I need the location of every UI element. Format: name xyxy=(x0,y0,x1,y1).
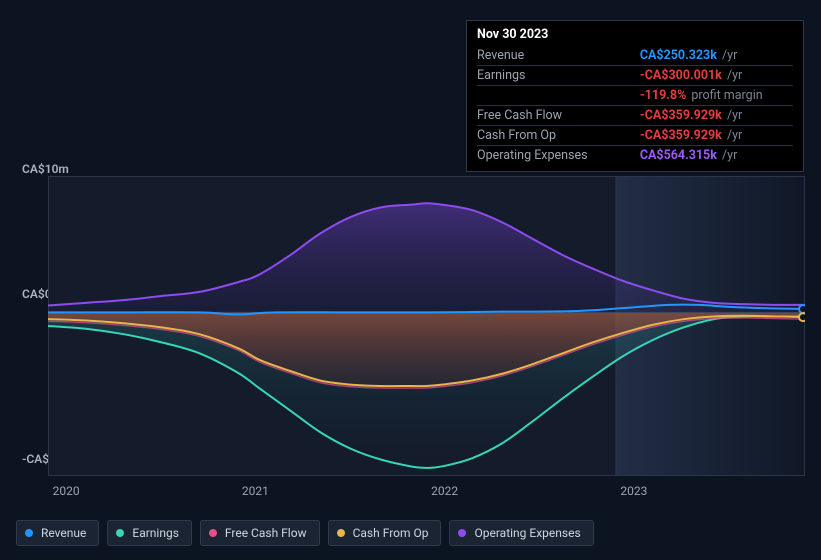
x-axis-label: 2020 xyxy=(53,484,80,498)
legend-item[interactable]: Revenue xyxy=(16,520,99,546)
tooltip-date: Nov 30 2023 xyxy=(477,27,793,42)
legend-dot-icon xyxy=(209,529,217,537)
tooltip-row: Cash From Op-CA$359.929k /yr xyxy=(477,126,793,146)
legend-label: Revenue xyxy=(41,526,86,540)
tooltip-row: Free Cash Flow-CA$359.929k /yr xyxy=(477,106,793,126)
legend-dot-icon xyxy=(116,529,124,537)
legend-item[interactable]: Cash From Op xyxy=(328,520,442,546)
legend-dot-icon xyxy=(458,529,466,537)
legend-label: Free Cash Flow xyxy=(225,526,307,540)
chart-tooltip: Nov 30 2023 RevenueCA$250.323k /yrEarnin… xyxy=(466,20,804,172)
y-axis-label: CA$10m xyxy=(22,162,69,176)
x-axis-label: 2023 xyxy=(620,484,647,498)
tooltip-row-label: Revenue xyxy=(477,46,640,66)
legend-label: Operating Expenses xyxy=(474,526,580,540)
tooltip-row-label: Operating Expenses xyxy=(477,146,640,166)
tooltip-row: RevenueCA$250.323k /yr xyxy=(477,46,793,66)
tooltip-table: RevenueCA$250.323k /yrEarnings-CA$300.00… xyxy=(477,46,793,165)
chart-legend: Revenue Earnings Free Cash Flow Cash From O… xyxy=(16,520,594,546)
tooltip-row-value: -CA$359.929k /yr xyxy=(640,126,793,146)
legend-dot-icon xyxy=(25,529,33,537)
legend-item[interactable]: Earnings xyxy=(107,520,192,546)
tooltip-row: Operating ExpensesCA$564.315k /yr xyxy=(477,146,793,166)
financials-area-chart[interactable] xyxy=(48,176,805,476)
x-axis-label: 2021 xyxy=(242,484,269,498)
tooltip-row-label xyxy=(477,86,640,106)
tooltip-row-value: CA$250.323k /yr xyxy=(640,46,793,66)
tooltip-row-value: -CA$359.929k /yr xyxy=(640,106,793,126)
tooltip-row-value: -119.8% profit margin xyxy=(640,86,793,106)
legend-item[interactable]: Free Cash Flow xyxy=(200,520,320,546)
tooltip-row-value: CA$564.315k /yr xyxy=(640,146,793,166)
tooltip-row: -119.8% profit margin xyxy=(477,86,793,106)
legend-label: Cash From Op xyxy=(353,526,429,540)
tooltip-row-label: Cash From Op xyxy=(477,126,640,146)
x-axis-label: 2022 xyxy=(431,484,458,498)
legend-dot-icon xyxy=(337,529,345,537)
tooltip-row-value: -CA$300.001k /yr xyxy=(640,66,793,86)
tooltip-row-label: Free Cash Flow xyxy=(477,106,640,126)
tooltip-row: Earnings-CA$300.001k /yr xyxy=(477,66,793,86)
legend-label: Earnings xyxy=(132,526,179,540)
tooltip-row-label: Earnings xyxy=(477,66,640,86)
legend-item[interactable]: Operating Expenses xyxy=(449,520,593,546)
